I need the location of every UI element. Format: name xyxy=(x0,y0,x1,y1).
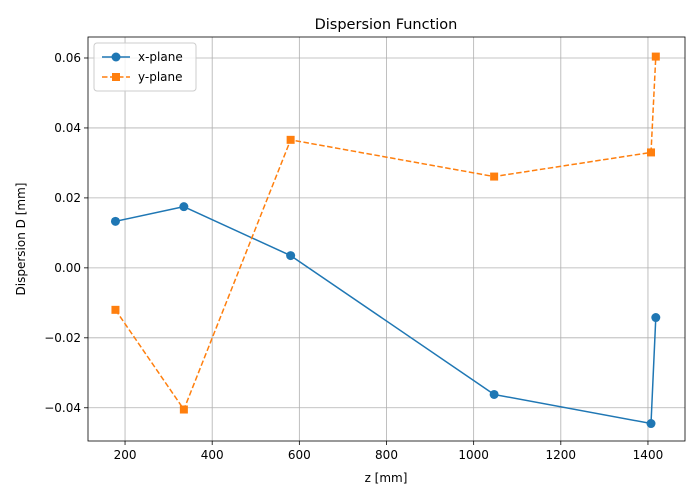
legend-label-x-plane: x-plane xyxy=(138,50,183,64)
axis-ticks: 200 400 600 800 1000 1200 1400 −0.04 −0.02 0.00 0.… xyxy=(44,51,663,462)
x-tick-label: 1200 xyxy=(546,448,577,462)
data-point-x-plane xyxy=(646,419,656,429)
x-tick-label: 200 xyxy=(114,448,137,462)
data-point-x-plane xyxy=(179,202,189,212)
data-point-y-plane xyxy=(179,405,188,414)
x-tick-label: 1000 xyxy=(458,448,489,462)
y-tick-label: 0.02 xyxy=(54,191,81,205)
series-line-x-plane xyxy=(115,205,657,425)
chart-title: Dispersion Function xyxy=(315,17,458,33)
x-tick-label: 400 xyxy=(201,448,224,462)
data-point-y-plane xyxy=(651,52,660,61)
data-point-y-plane xyxy=(111,305,120,314)
y-tick-label: 0.06 xyxy=(54,51,81,65)
legend-label-y-plane: y-plane xyxy=(138,70,183,84)
legend-marker-y-plane xyxy=(112,73,120,81)
data-point-x-plane xyxy=(651,313,661,323)
x-tick-label: 1400 xyxy=(633,448,664,462)
x-axis-title: z [mm] xyxy=(365,471,408,485)
data-point-x-plane xyxy=(489,389,499,399)
plot-series xyxy=(110,52,661,429)
x-tick-label: 600 xyxy=(288,448,311,462)
x-tick-label: 800 xyxy=(375,448,398,462)
y-tick-label: −0.02 xyxy=(44,331,81,345)
data-point-y-plane xyxy=(286,135,295,144)
y-tick-label: −0.04 xyxy=(44,401,81,415)
data-point-x-plane xyxy=(286,251,296,261)
series-line-y-plane xyxy=(114,56,657,411)
data-point-y-plane xyxy=(490,172,499,181)
y-tick-label: 0.04 xyxy=(54,121,81,135)
legend-marker-x-plane xyxy=(111,52,121,62)
grid xyxy=(88,37,685,441)
y-tick-label: 0.00 xyxy=(54,261,81,275)
data-point-y-plane xyxy=(647,148,656,157)
legend: x-plane y-plane xyxy=(93,42,197,92)
y-axis-title: Dispersion D [mm] xyxy=(14,183,28,296)
data-point-x-plane xyxy=(110,216,120,226)
